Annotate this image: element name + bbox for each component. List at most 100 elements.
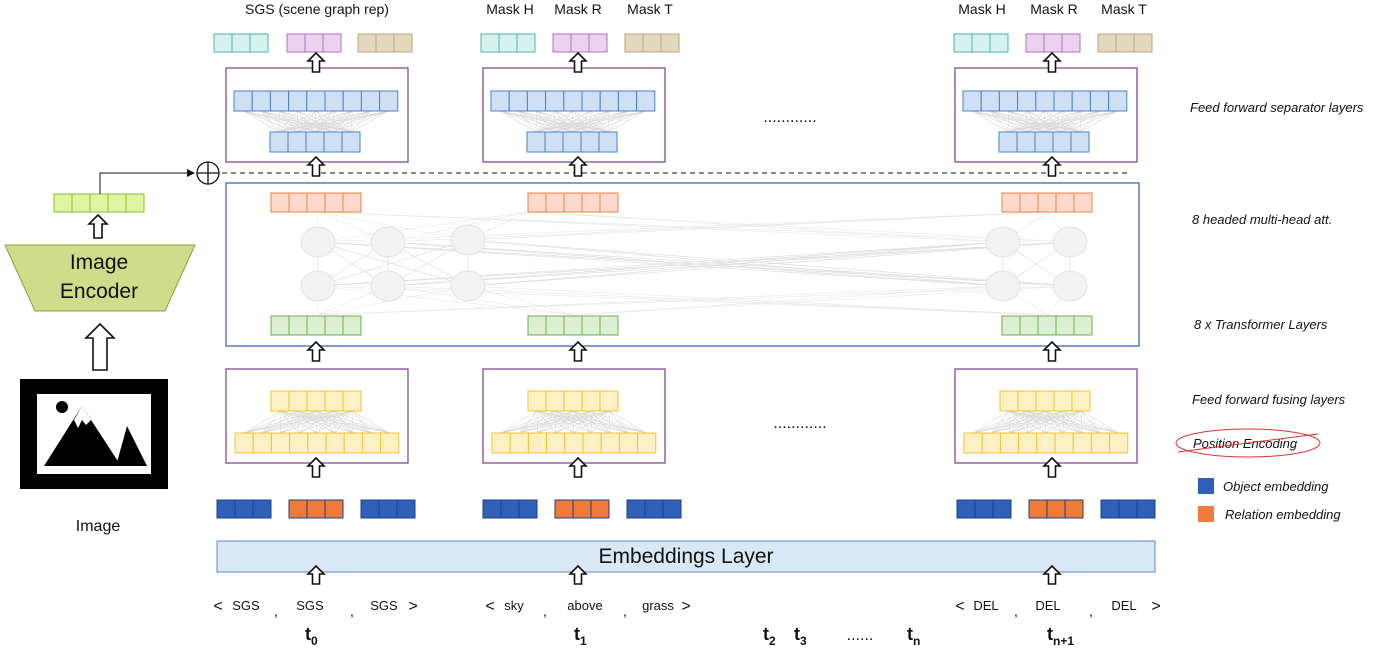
legend-relation-label: Relation embedding bbox=[1225, 507, 1341, 522]
up-arrow-icon bbox=[306, 155, 326, 177]
separator-lower-layer bbox=[269, 131, 361, 153]
dots-middle: ............ bbox=[773, 415, 826, 432]
connection-lines bbox=[243, 410, 390, 434]
up-arrow-icon bbox=[1042, 564, 1062, 585]
comma: , bbox=[1089, 603, 1093, 619]
up-arrow-icon bbox=[568, 564, 588, 585]
connection-lines bbox=[972, 410, 1119, 434]
encoder-output-cells bbox=[53, 193, 145, 213]
attention-node bbox=[370, 226, 406, 258]
up-arrow-icon bbox=[306, 564, 326, 585]
attention-node bbox=[300, 226, 336, 258]
comma: , bbox=[543, 603, 547, 619]
output-embeddings bbox=[213, 33, 1153, 53]
up-arrow-icon bbox=[1042, 155, 1062, 177]
transformer-input-vector bbox=[270, 315, 362, 336]
relation-embedding bbox=[288, 499, 344, 519]
timestep-label: tn+1 bbox=[1047, 624, 1074, 648]
fusing-upper-layer bbox=[527, 390, 619, 412]
up-arrow-icon bbox=[1042, 340, 1062, 362]
timestep-label: t2 bbox=[763, 624, 776, 648]
position-encoding-crossed: Position Encoding bbox=[1175, 428, 1321, 458]
output-vector-tan bbox=[1097, 33, 1153, 53]
output-vector-teal bbox=[480, 33, 536, 53]
mask-r-header-2: Mask R bbox=[1030, 1, 1077, 17]
output-vector-purple bbox=[1025, 33, 1081, 53]
side-label-separator: Feed forward separator layers bbox=[1190, 100, 1364, 115]
attention-node bbox=[1052, 226, 1088, 258]
up-arrow-icon bbox=[1042, 51, 1062, 73]
input-embeddings bbox=[216, 499, 1156, 519]
dots-bottom: ...... bbox=[847, 627, 874, 644]
object-embedding bbox=[1100, 499, 1156, 519]
comma: , bbox=[350, 603, 354, 619]
up-arrow-icon bbox=[87, 213, 109, 239]
output-vector-purple bbox=[286, 33, 342, 53]
connection-lines bbox=[500, 410, 647, 434]
token: SGS bbox=[296, 598, 324, 613]
comma: , bbox=[274, 603, 278, 619]
separator-lower-layer bbox=[998, 131, 1090, 153]
attention-node bbox=[1052, 270, 1088, 302]
transformer-layers bbox=[270, 192, 1093, 336]
attention-network bbox=[300, 211, 1088, 316]
image-encoder-line1: Image bbox=[70, 251, 128, 274]
transformer-box bbox=[225, 182, 1140, 347]
attention-node bbox=[370, 270, 406, 302]
timestep-label: t0 bbox=[305, 624, 318, 648]
side-label-fusing: Feed forward fusing layers bbox=[1192, 392, 1346, 407]
comma: , bbox=[623, 603, 627, 619]
embeddings-layer-label: Embeddings Layer bbox=[598, 545, 773, 568]
up-arrow-icon bbox=[306, 340, 326, 362]
up-arrow-icon bbox=[306, 51, 326, 73]
connection-lines bbox=[242, 110, 389, 133]
dots-top: ............ bbox=[763, 109, 816, 126]
mask-h-header-2: Mask H bbox=[958, 1, 1005, 17]
attention-node bbox=[985, 270, 1021, 302]
object-embedding bbox=[626, 499, 682, 519]
sgs-header: SGS (scene graph rep) bbox=[245, 1, 389, 17]
token: sky bbox=[504, 598, 524, 613]
attention-output-vector bbox=[527, 192, 619, 213]
attention-node bbox=[300, 270, 336, 302]
legend-object-swatch bbox=[1198, 478, 1214, 494]
transformer-input-vector bbox=[1001, 315, 1093, 336]
output-vector-purple bbox=[552, 33, 608, 53]
object-embedding bbox=[482, 499, 538, 519]
legend-relation-swatch bbox=[1198, 506, 1214, 522]
fusing-upper-layer bbox=[999, 390, 1091, 412]
attention-node bbox=[450, 270, 486, 302]
timestep-label: t3 bbox=[794, 624, 807, 648]
up-arrow-icon bbox=[568, 340, 588, 362]
image-feature-vector bbox=[53, 193, 145, 213]
close-bracket: > bbox=[681, 598, 690, 615]
relation-embedding bbox=[554, 499, 610, 519]
connection-lines bbox=[971, 110, 1118, 133]
attention-output-vector bbox=[270, 192, 362, 213]
add-circle-icon bbox=[196, 161, 220, 185]
token: SGS bbox=[370, 598, 398, 613]
token: DEL bbox=[1035, 598, 1060, 613]
fusing-layers bbox=[234, 390, 1129, 454]
attention-node bbox=[985, 226, 1021, 258]
image-encoder-line2: Encoder bbox=[60, 280, 138, 303]
image-feature-arrow bbox=[99, 169, 195, 194]
up-arrow-icon bbox=[568, 456, 588, 478]
token: grass bbox=[642, 598, 674, 613]
side-label-attention: 8 headed multi-head att. bbox=[1192, 212, 1332, 227]
separator-upper-layer bbox=[490, 90, 656, 112]
separator-upper-layer bbox=[233, 90, 399, 112]
close-bracket: > bbox=[408, 598, 417, 615]
attention-node bbox=[450, 224, 486, 256]
token: above bbox=[567, 598, 602, 613]
relation-embedding bbox=[1028, 499, 1084, 519]
object-embedding bbox=[956, 499, 1012, 519]
up-arrow-icon bbox=[1042, 456, 1062, 478]
output-vector-tan bbox=[357, 33, 413, 53]
output-vector-teal bbox=[213, 33, 269, 53]
separator-layers bbox=[233, 90, 1128, 153]
attention-output-vector bbox=[1001, 192, 1093, 213]
connection-lines bbox=[499, 110, 646, 133]
mask-t-header-1: Mask T bbox=[627, 1, 673, 17]
